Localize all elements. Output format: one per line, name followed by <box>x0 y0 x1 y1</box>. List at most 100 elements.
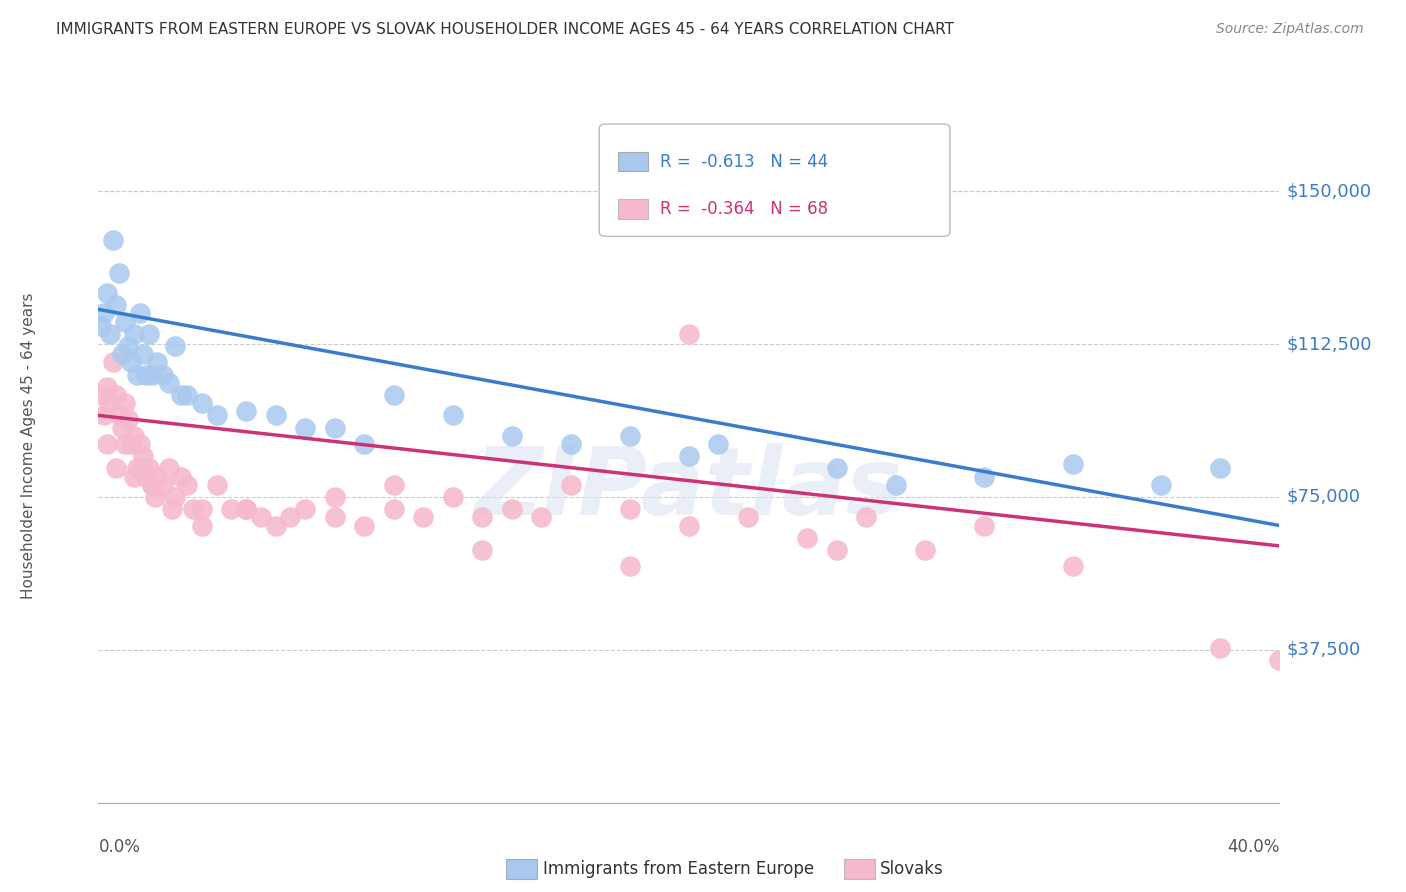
Point <box>678 449 700 463</box>
Point <box>191 396 214 410</box>
Point <box>128 306 150 320</box>
Point <box>530 510 553 524</box>
Point <box>96 380 118 394</box>
Point <box>157 461 180 475</box>
Point <box>441 409 464 423</box>
Point <box>560 437 582 451</box>
Point <box>382 388 405 402</box>
Point <box>323 490 346 504</box>
Point <box>108 409 131 423</box>
Point <box>146 355 169 369</box>
Point <box>98 326 121 341</box>
Point <box>111 420 134 434</box>
Point <box>90 388 112 402</box>
Text: $75,000: $75,000 <box>1286 488 1361 506</box>
Text: $150,000: $150,000 <box>1286 182 1372 200</box>
Point <box>382 502 405 516</box>
Point <box>170 469 193 483</box>
Point <box>162 502 183 516</box>
Point <box>105 388 128 402</box>
Text: R =  -0.364   N = 68: R = -0.364 N = 68 <box>659 200 828 219</box>
Point <box>678 326 700 341</box>
Point <box>1209 461 1232 475</box>
Point <box>138 326 160 341</box>
Point <box>114 437 136 451</box>
Text: ZIPatlas: ZIPatlas <box>475 442 903 535</box>
Point <box>205 409 228 423</box>
Text: R =  -0.613   N = 44: R = -0.613 N = 44 <box>659 153 828 170</box>
Point <box>152 477 174 491</box>
Point <box>412 510 434 524</box>
Point <box>103 355 125 369</box>
Point <box>560 477 582 491</box>
Point <box>170 388 193 402</box>
Point <box>114 396 136 410</box>
Point <box>855 510 877 524</box>
Point <box>219 502 242 516</box>
Point <box>973 518 995 533</box>
Point <box>205 477 228 491</box>
Point <box>471 510 494 524</box>
Point <box>191 502 214 516</box>
Point <box>707 437 730 451</box>
Point <box>103 233 125 247</box>
Text: 0.0%: 0.0% <box>98 838 141 856</box>
Point <box>108 266 131 280</box>
Point <box>135 368 157 382</box>
Point <box>1268 653 1291 667</box>
Point <box>884 477 907 491</box>
Point <box>90 318 112 333</box>
Point <box>120 355 142 369</box>
Point <box>737 510 759 524</box>
Point <box>191 518 214 533</box>
Point <box>181 502 204 516</box>
Point <box>973 469 995 483</box>
Point <box>914 543 936 558</box>
Point <box>796 531 818 545</box>
Point <box>1062 559 1084 574</box>
Text: Slovaks: Slovaks <box>880 860 943 878</box>
Point <box>382 477 405 491</box>
Point <box>294 420 316 434</box>
Point <box>619 559 641 574</box>
Text: $37,500: $37,500 <box>1286 640 1361 659</box>
Point <box>825 543 848 558</box>
Point <box>157 376 180 390</box>
Point <box>471 543 494 558</box>
Text: $112,500: $112,500 <box>1286 335 1372 353</box>
Point <box>143 490 166 504</box>
Point <box>264 518 287 533</box>
Point <box>165 490 187 504</box>
Point <box>176 477 198 491</box>
Point <box>278 510 302 524</box>
Point <box>250 510 273 524</box>
Point <box>501 429 523 443</box>
Point <box>120 437 142 451</box>
Point <box>135 469 157 483</box>
Point <box>235 502 257 516</box>
Point <box>1150 477 1173 491</box>
Point <box>111 347 134 361</box>
Point <box>105 461 128 475</box>
Point <box>122 469 145 483</box>
Point <box>165 339 187 353</box>
Point <box>235 404 257 418</box>
Point <box>1062 458 1084 472</box>
Point <box>441 490 464 504</box>
Point <box>93 306 115 320</box>
Point <box>825 461 848 475</box>
Text: Immigrants from Eastern Europe: Immigrants from Eastern Europe <box>543 860 814 878</box>
Point <box>96 437 118 451</box>
Point <box>294 502 316 516</box>
Point <box>125 368 148 382</box>
Text: Householder Income Ages 45 - 64 years: Householder Income Ages 45 - 64 years <box>21 293 35 599</box>
Point <box>114 315 136 329</box>
Point <box>353 437 375 451</box>
Point <box>105 298 128 312</box>
Point <box>141 477 163 491</box>
Point <box>117 339 139 353</box>
Point <box>122 326 145 341</box>
Point <box>128 437 150 451</box>
Text: 40.0%: 40.0% <box>1227 838 1279 856</box>
Point <box>323 420 346 434</box>
